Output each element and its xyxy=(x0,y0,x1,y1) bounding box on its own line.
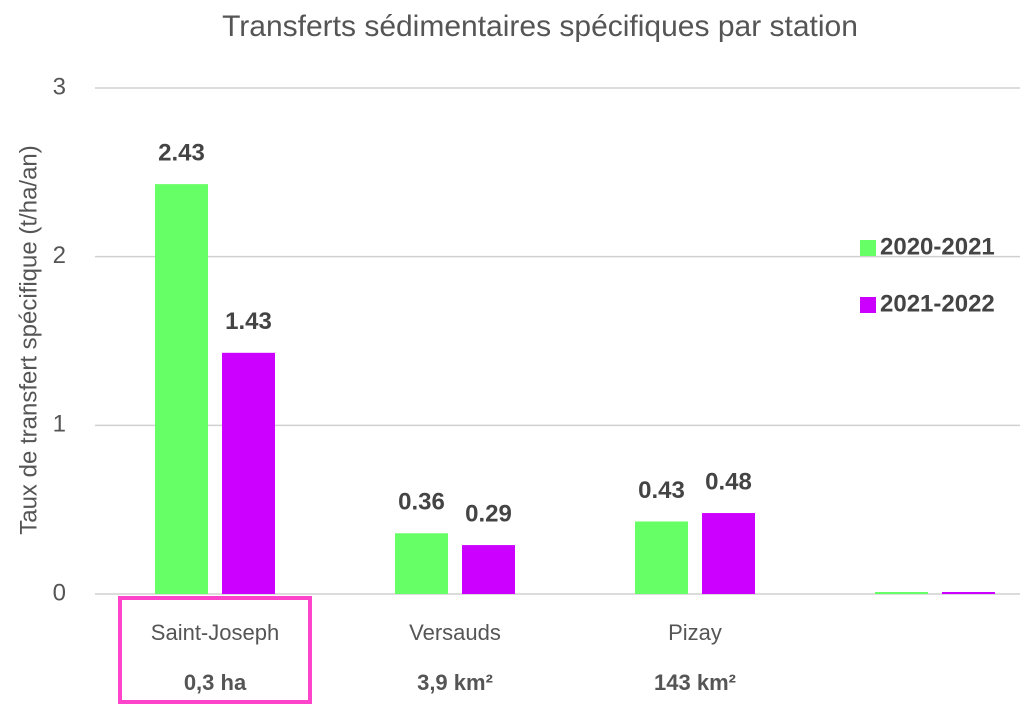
bar xyxy=(155,184,208,594)
value-label: 0.48 xyxy=(705,468,752,495)
x-sublabel: 3,9 km² xyxy=(417,670,493,695)
value-label: 0.36 xyxy=(398,489,445,516)
legend-swatch xyxy=(860,297,876,313)
value-label: 1.43 xyxy=(225,308,272,335)
chart-title: Transferts sédimentaires spécifiques par… xyxy=(222,10,858,43)
legend-swatch xyxy=(860,240,876,256)
bar xyxy=(395,533,448,594)
y-axis-label: Taux de transfert spécifique (t/ha/an) xyxy=(15,145,42,535)
legend-label: 2021-2022 xyxy=(880,290,995,317)
x-sublabel: 143 km² xyxy=(654,670,736,695)
bar xyxy=(702,513,755,594)
highlight-box xyxy=(118,596,312,704)
x-tick-label: Pizay xyxy=(668,620,722,645)
bar xyxy=(222,352,275,594)
value-label: 0.43 xyxy=(638,477,685,504)
bar xyxy=(462,545,515,594)
bar xyxy=(875,592,928,594)
y-tick-label: 2 xyxy=(53,242,66,269)
bar xyxy=(635,521,688,594)
value-label: 0.29 xyxy=(465,500,512,527)
x-tick-label: Saint-Joseph xyxy=(151,620,279,645)
y-tick-label: 1 xyxy=(53,411,66,438)
value-label: 2.43 xyxy=(158,139,205,166)
x-sublabel: 0,3 ha xyxy=(184,670,247,695)
y-tick-label: 0 xyxy=(53,579,66,606)
x-tick-label: Versauds xyxy=(409,620,501,645)
bar xyxy=(942,592,995,594)
legend-label: 2020-2021 xyxy=(880,233,995,260)
y-tick-label: 3 xyxy=(53,73,66,100)
